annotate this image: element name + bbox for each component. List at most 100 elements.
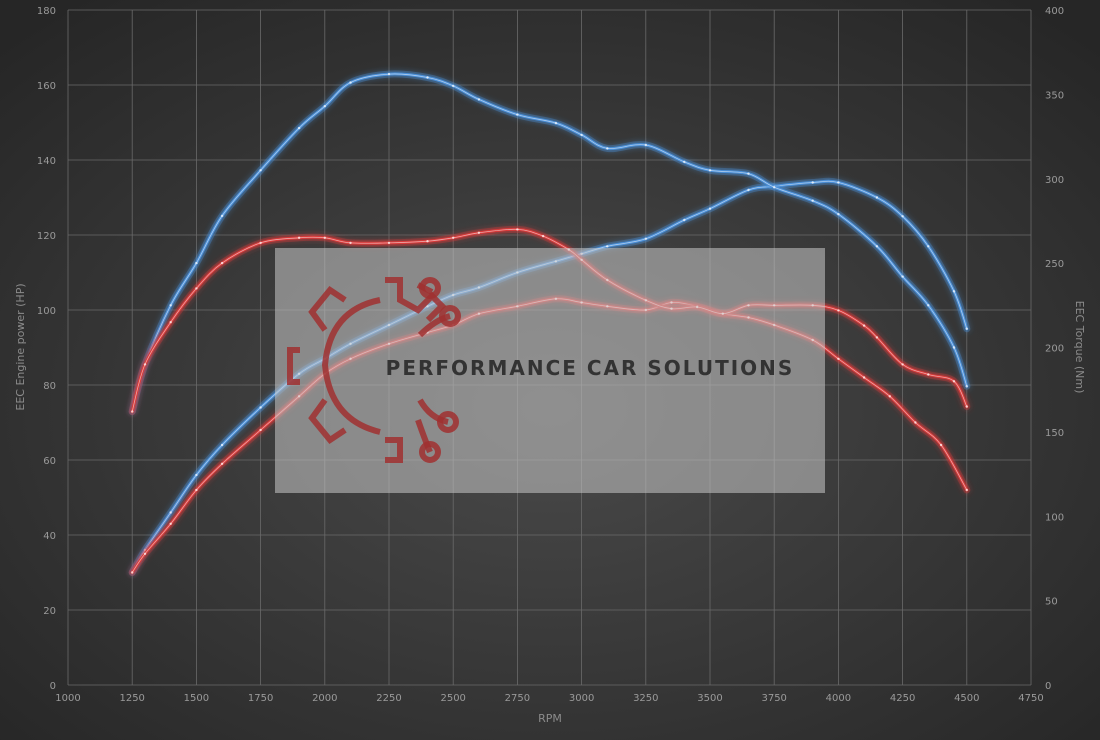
data-point: [259, 241, 262, 245]
data-point: [220, 462, 224, 465]
y-right-tick-label: 200: [1045, 344, 1064, 355]
data-point: [811, 181, 814, 184]
data-point: [927, 304, 930, 307]
y-left-tick-label: 60: [43, 456, 56, 467]
data-point: [927, 373, 930, 376]
watermark: PERFORMANCE CAR SOLUTIONS: [275, 248, 825, 493]
data-point: [837, 181, 840, 184]
y-left-tick-label: 80: [43, 381, 56, 392]
y-right-tick-label: 350: [1045, 90, 1064, 101]
x-tick-label: 1250: [119, 693, 144, 704]
y-right-tick-label: 250: [1045, 259, 1064, 270]
data-point: [965, 385, 968, 388]
data-point: [644, 237, 647, 240]
y-right-tick-label: 0: [1045, 681, 1051, 692]
data-point: [554, 121, 558, 125]
y-left-tick-label: 180: [37, 6, 56, 17]
data-point: [131, 571, 134, 574]
y-right-tick-label: 100: [1045, 512, 1064, 523]
data-point: [888, 395, 891, 398]
watermark-text: PERFORMANCE CAR SOLUTIONS: [386, 356, 795, 380]
data-point: [195, 287, 198, 290]
y-right-tick-labels: 0 50 100 150 200 250 300 350 400: [1045, 6, 1064, 692]
data-point: [349, 241, 352, 245]
y-left-tick-labels: 0 20 40 60 80 100 120 140 160 180: [37, 6, 56, 692]
data-point: [939, 443, 943, 447]
data-point: [516, 228, 519, 231]
data-point: [169, 522, 172, 525]
data-point: [773, 186, 776, 189]
data-point: [965, 327, 968, 330]
data-point: [195, 261, 198, 265]
x-tick-label: 1000: [55, 693, 80, 704]
data-point: [606, 245, 609, 248]
data-point: [143, 363, 147, 366]
data-point: [862, 376, 866, 379]
data-point: [387, 241, 391, 245]
y-right-tick-label: 50: [1045, 597, 1058, 608]
data-point: [131, 410, 134, 413]
data-point: [965, 488, 968, 492]
data-point: [965, 405, 968, 408]
data-point: [901, 275, 904, 278]
y-right-tick-label: 150: [1045, 428, 1064, 439]
data-point: [143, 552, 147, 555]
data-point: [297, 126, 301, 130]
x-tick-label: 4500: [954, 693, 979, 704]
data-point: [927, 245, 930, 248]
data-point: [323, 236, 326, 239]
x-tick-label: 4750: [1018, 693, 1043, 704]
x-tick-label: 3000: [569, 693, 594, 704]
data-point: [259, 428, 262, 432]
data-point: [195, 488, 198, 492]
x-tick-label: 2250: [376, 693, 401, 704]
x-tick-label: 1750: [248, 693, 273, 704]
data-point: [541, 234, 545, 238]
data-point: [477, 231, 481, 234]
data-point: [952, 290, 956, 293]
data-point: [297, 236, 301, 239]
series-2: [128, 70, 971, 416]
data-point: [708, 169, 712, 172]
data-point: [169, 511, 172, 514]
data-point: [220, 443, 224, 447]
data-point: [901, 363, 904, 366]
x-tick-label: 2750: [505, 693, 530, 704]
y-right-axis-label: EEC Torque (Nm): [1073, 301, 1086, 394]
y-right-tick-label: 400: [1045, 6, 1064, 17]
y-left-axis-label: EEC Engine power (HP): [14, 283, 27, 410]
data-point: [747, 172, 750, 175]
data-point: [169, 321, 172, 324]
x-tick-label: 2000: [312, 693, 337, 704]
x-tick-label: 4250: [890, 693, 915, 704]
data-point: [644, 143, 647, 147]
data-point: [516, 113, 519, 116]
x-tick-label: 4000: [826, 693, 851, 704]
data-point: [259, 406, 262, 409]
data-point: [452, 84, 455, 88]
data-point: [914, 421, 917, 424]
watermark-box: [275, 248, 825, 493]
data-point: [426, 76, 429, 79]
x-tick-label: 2500: [440, 693, 465, 704]
data-point: [683, 160, 686, 164]
y-left-tick-label: 160: [37, 81, 56, 92]
data-point: [837, 357, 840, 360]
data-point: [811, 199, 814, 202]
y-left-tick-label: 140: [37, 156, 56, 167]
data-point: [952, 346, 956, 349]
data-point: [259, 169, 262, 172]
data-point: [387, 72, 391, 76]
data-point: [349, 81, 352, 84]
x-tick-label: 1500: [184, 693, 209, 704]
data-point: [683, 218, 686, 222]
y-left-tick-label: 20: [43, 606, 56, 617]
y-left-tick-label: 120: [37, 231, 56, 242]
y-left-tick-label: 0: [50, 681, 56, 692]
data-point: [452, 236, 455, 239]
data-point: [837, 213, 840, 216]
x-tick-label: 3250: [633, 693, 658, 704]
data-point: [426, 240, 429, 243]
y-left-tick-label: 40: [43, 531, 56, 542]
